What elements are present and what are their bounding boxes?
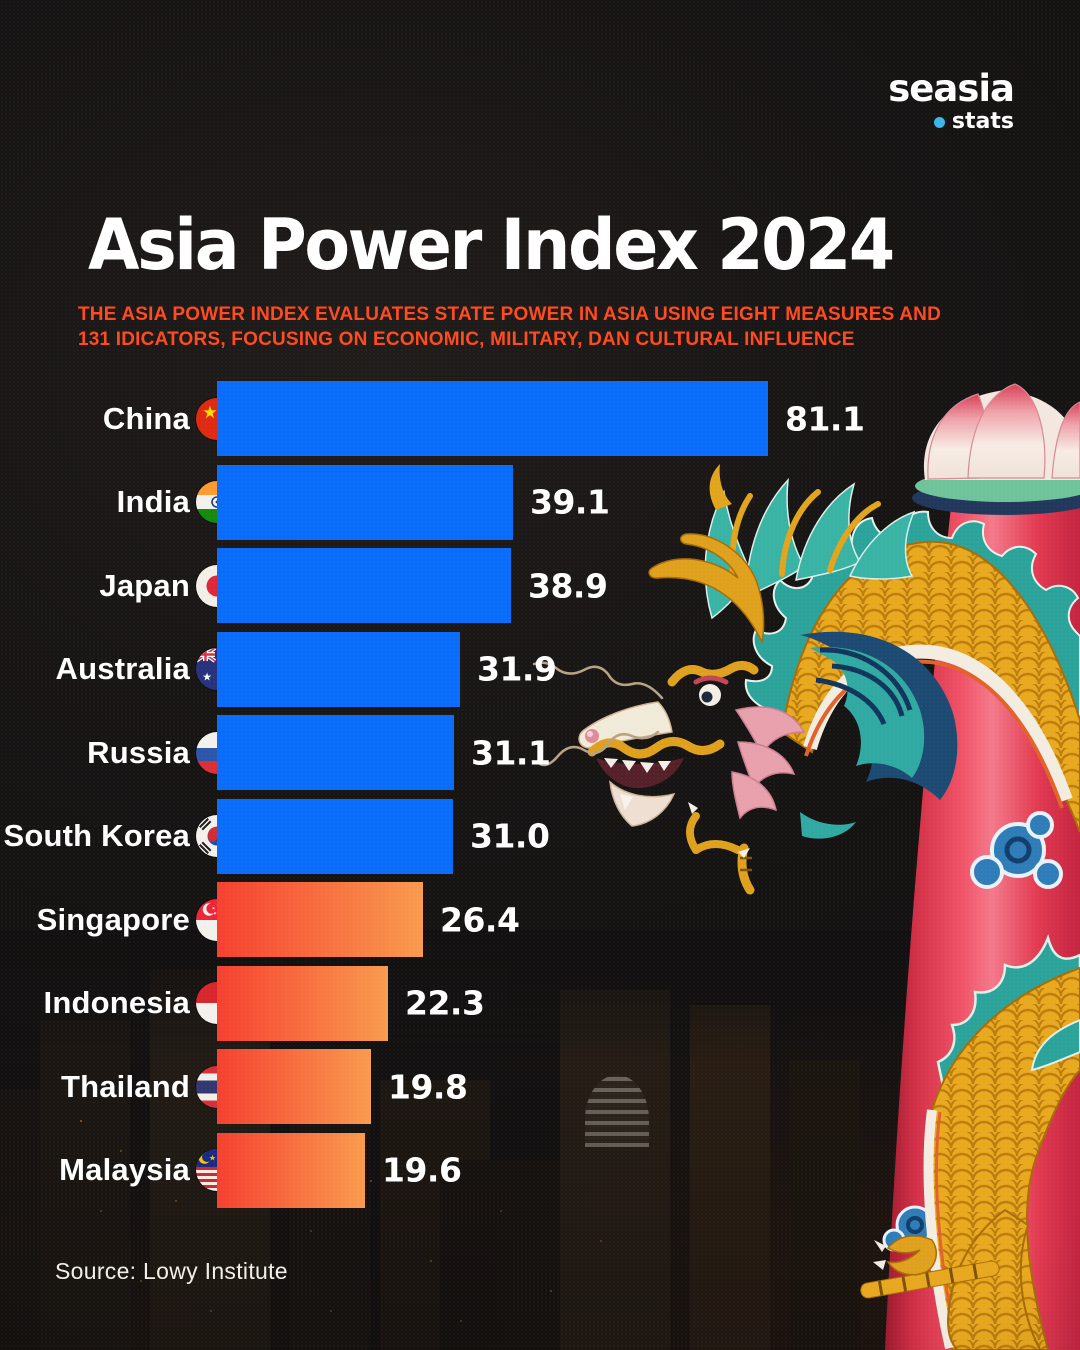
value-bar <box>217 798 453 874</box>
value-bar <box>217 965 388 1041</box>
svg-text:★: ★ <box>209 1154 216 1163</box>
value-bar <box>217 882 423 957</box>
svg-text:★: ★ <box>202 671 212 684</box>
value-bar <box>217 1132 365 1208</box>
svg-text:★: ★ <box>202 403 217 423</box>
value-label: 22.3 <box>405 983 485 1023</box>
value-label: 81.1 <box>785 399 865 439</box>
logo-brand-text: seasia <box>888 67 1015 110</box>
country-label: China <box>102 400 190 436</box>
country-label: Singapore <box>36 901 190 937</box>
value-label: 19.6 <box>382 1150 462 1190</box>
value-label: 39.1 <box>530 482 610 522</box>
country-label: India <box>116 484 190 520</box>
value-bar <box>217 631 460 707</box>
country-label: Thailand <box>60 1068 190 1104</box>
value-label: 31.0 <box>470 816 550 856</box>
value-bar <box>217 1049 371 1124</box>
chart-row: Malaysia ★ 19.6 <box>0 1129 1080 1213</box>
source-text: Source: Lowy Institute <box>55 1258 288 1284</box>
subtitle-line-2: 131 IDICATORS, FOCUSING ON ECONOMIC, MIL… <box>78 329 855 351</box>
subtitle-line-1: THE ASIA POWER INDEX EVALUATES STATE POW… <box>78 304 942 325</box>
value-bar <box>217 464 513 540</box>
page-title: Asia Power Index 2024 <box>88 204 895 286</box>
chart-row: India 39.1 <box>0 461 1080 545</box>
value-label: 19.8 <box>388 1067 468 1107</box>
chart-row: Japan 38.9 <box>0 544 1080 628</box>
country-label: South Korea <box>3 818 190 854</box>
country-label: Malaysia <box>59 1152 190 1188</box>
chart-row: Russia 31.1 <box>0 711 1080 795</box>
logo: seasia stats <box>888 67 1015 134</box>
value-label: 38.9 <box>528 566 608 606</box>
svg-text:★: ★ <box>213 910 217 915</box>
svg-text:★: ★ <box>212 905 216 910</box>
country-label: Japan <box>99 567 190 603</box>
city-lights <box>80 1120 82 1122</box>
chart-row: Singapore★★★★★26.4 <box>0 878 1080 962</box>
dragon-statue-illustration <box>532 383 1080 1350</box>
value-label: 31.1 <box>471 733 551 773</box>
country-label: Indonesia <box>43 985 190 1021</box>
logo-dot-icon <box>933 116 945 128</box>
chart-row: Australia★★★★★31.9 <box>0 628 1080 712</box>
value-bar <box>217 548 511 623</box>
chart-row: Thailand 19.8 <box>0 1045 1080 1129</box>
logo-sub-text: stats <box>951 109 1014 134</box>
value-bar <box>217 715 454 790</box>
chart-row: China★★★★★81.1 <box>0 377 1080 461</box>
chart-row: Indonesia 22.3 <box>0 962 1080 1046</box>
country-label: Australia <box>55 651 190 687</box>
value-label: 26.4 <box>440 900 520 940</box>
power-index-bar-chart: China★★★★★81.1India39.1Japan38.9Australi… <box>0 377 1080 1212</box>
value-label: 31.9 <box>477 649 557 689</box>
chart-row: South Korea 31.0 <box>0 795 1080 879</box>
country-label: Russia <box>87 734 190 770</box>
header: Asia Power Index 2024 THE ASIA POWER IND… <box>78 204 988 352</box>
subtitle: THE ASIA POWER INDEX EVALUATES STATE POW… <box>78 302 988 352</box>
value-bar <box>217 381 768 456</box>
